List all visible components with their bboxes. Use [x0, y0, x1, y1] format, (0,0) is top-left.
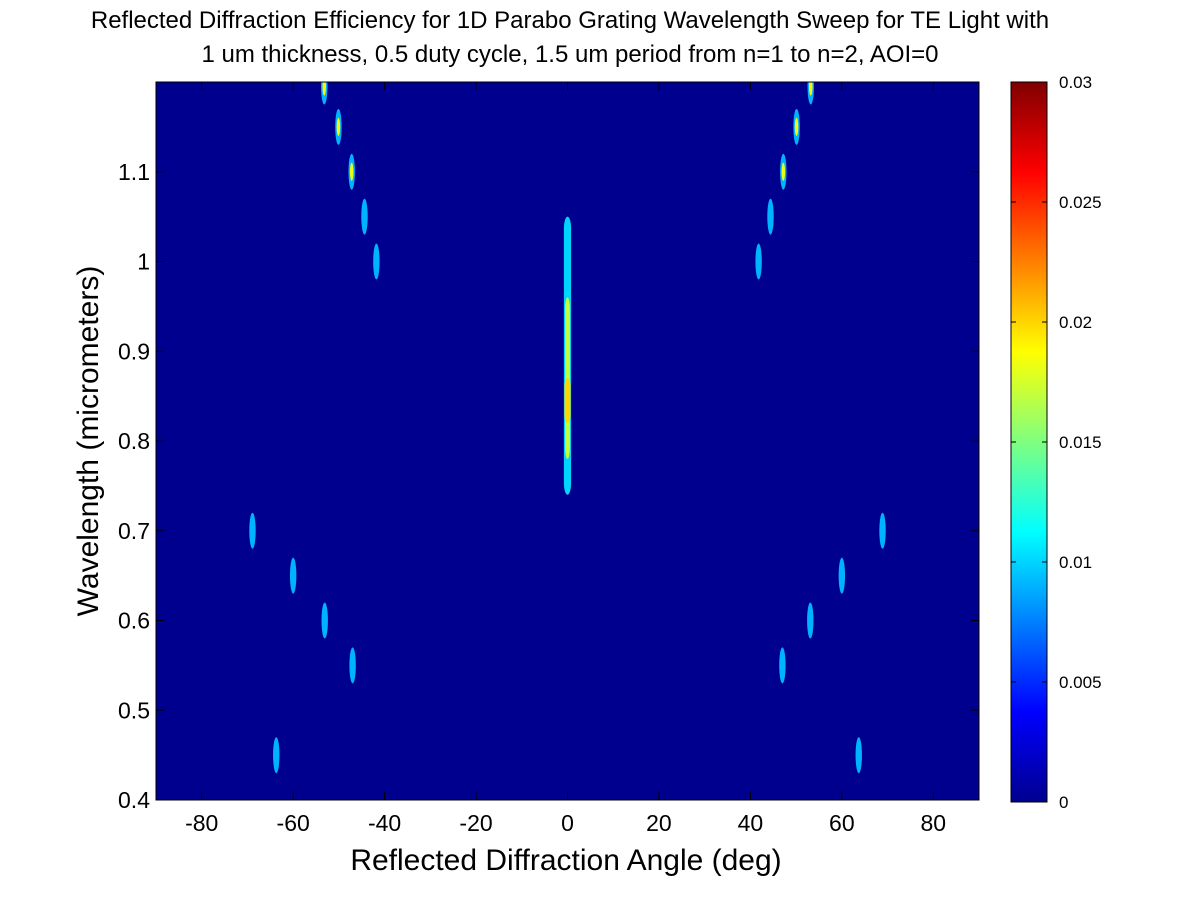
chart-title-line-1: Reflected Diffraction Efficiency for 1D …: [91, 7, 1049, 34]
x-tick-label: 0: [561, 810, 574, 836]
y-tick-label: 0.6: [118, 608, 150, 634]
y-tick-label: 0.5: [118, 697, 150, 723]
efficiency-spot: [321, 602, 328, 639]
efficiency-spot: [779, 647, 786, 684]
efficiency-spot: [249, 512, 256, 549]
colorbar-tick-label: 0.005: [1059, 673, 1102, 692]
efficiency-spot: [373, 243, 380, 280]
y-tick-label: 0.9: [118, 338, 150, 364]
chart-title-line-2: 1 um thickness, 0.5 duty cycle, 1.5 um p…: [201, 41, 938, 68]
efficiency-spot-core: [349, 162, 354, 181]
colorbar-tick-label: 0.025: [1059, 193, 1102, 212]
x-axis-ticks: -80 -60 -40 -20 0 20 40 60 80: [185, 82, 946, 836]
y-tick-label: 0.7: [118, 518, 150, 544]
efficiency-spot: [349, 647, 356, 684]
x-tick-label: 40: [738, 810, 764, 836]
y-tick-label: 0.8: [118, 428, 150, 454]
colorbar-tick-label: 0.015: [1059, 433, 1102, 452]
y-tick-label: 0.4: [118, 787, 150, 813]
x-tick-label: -20: [459, 810, 492, 836]
x-tick-label: 60: [829, 810, 855, 836]
y-tick-label: 1.1: [118, 159, 150, 185]
efficiency-spot-core: [781, 162, 786, 181]
y-tick-label: 1: [137, 249, 150, 275]
efficiency-spot-core: [322, 82, 327, 96]
heatmap-marks: [249, 82, 886, 774]
colorbar-tick-label: 0.03: [1059, 73, 1092, 92]
x-tick-label: -60: [277, 810, 310, 836]
x-tick-label: 80: [920, 810, 946, 836]
efficiency-spot: [273, 737, 280, 774]
efficiency-spot-core: [794, 117, 799, 136]
colorbar-ticks: 0 0.005 0.01 0.015 0.02 0.025 0.03: [1011, 73, 1102, 812]
x-tick-label: -40: [368, 810, 401, 836]
y-axis-label: Wavelength (micrometers): [72, 266, 105, 617]
efficiency-spot: [838, 557, 846, 594]
colorbar-tick-label: 0.02: [1059, 313, 1092, 332]
colorbar-tick-label: 0.01: [1059, 553, 1092, 572]
efficiency-spot: [855, 737, 862, 774]
efficiency-spot: [767, 198, 774, 235]
efficiency-spot-core: [336, 117, 341, 136]
efficiency-spot: [361, 198, 368, 235]
colorbar: [1010, 81, 1048, 803]
efficiency-spot: [289, 557, 297, 594]
x-axis-label: Reflected Diffraction Angle (deg): [350, 844, 781, 877]
zero-order-band: [564, 378, 571, 424]
efficiency-spot: [807, 602, 814, 639]
efficiency-spot: [755, 243, 762, 280]
efficiency-spot: [879, 512, 886, 549]
x-tick-label: 20: [646, 810, 672, 836]
y-axis-ticks: 0.4 0.5 0.6 0.7 0.8 0.9 1 1.1: [118, 159, 979, 813]
efficiency-spot-core: [808, 82, 813, 96]
colorbar-tick-label: 0: [1059, 793, 1068, 812]
x-tick-label: -80: [185, 810, 218, 836]
